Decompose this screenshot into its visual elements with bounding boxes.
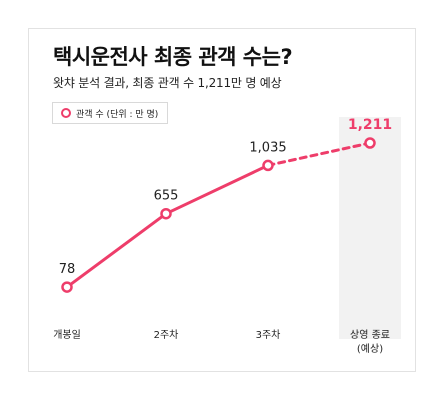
forecast-band [339,117,401,339]
chart-subtitle: 왓챠 분석 결과, 최종 관객 수 1,211만 명 예상 [53,76,282,90]
line-chart: 78 655 1,035 1,211 개봉일 2주차 3주차 상영 종료 (예상) [53,117,401,355]
data-point [262,159,274,172]
data-point [61,281,73,293]
legend-label: 관객 수 (단위 : 만 명) [76,109,159,120]
x-tick-label: 2주차 [154,329,179,341]
chart-legend: 관객 수 (단위 : 만 명) [52,102,169,124]
data-label: 655 [154,189,179,204]
line-segment [65,212,168,289]
x-tick-label: 개봉일 [53,329,81,341]
data-label: 1,035 [249,140,286,155]
legend-marker-icon [61,108,71,118]
chart-card: 택시운전사 최종 관객 수는? 왓챠 분석 결과, 최종 관객 수 1,211만… [28,28,416,372]
chart-title: 택시운전사 최종 관객 수는? [53,45,293,69]
data-label: 1,211 [348,117,392,133]
data-point [364,137,376,149]
forecast-line-segment [266,141,372,167]
line-segment [164,163,270,216]
data-label: 78 [59,262,76,277]
x-tick-label: 3주차 [256,329,281,341]
x-tick-label: 상영 종료 (예상) [350,329,390,355]
data-point [160,207,172,220]
